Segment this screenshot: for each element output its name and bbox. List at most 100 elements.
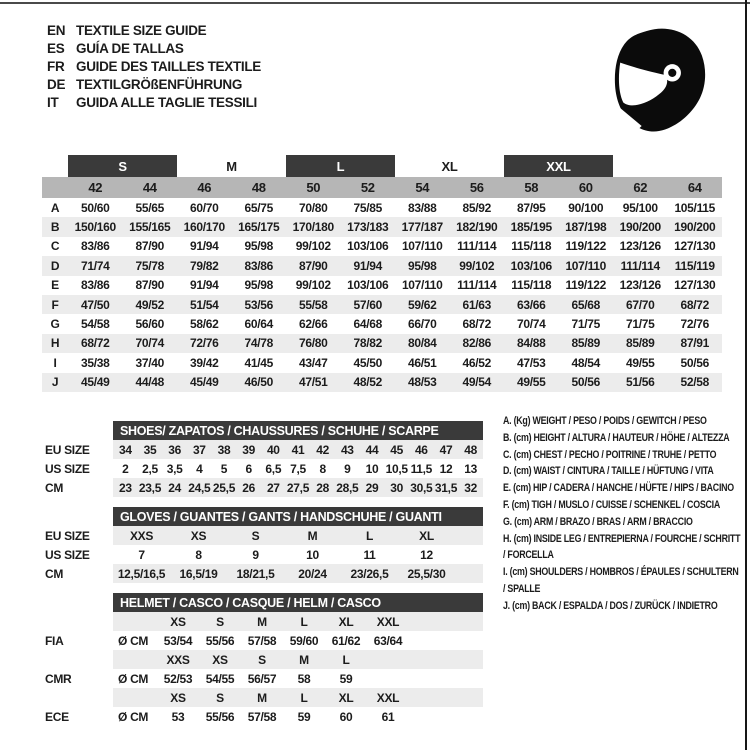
- row-label: CMR: [45, 671, 72, 686]
- diameter-blank-cell: [113, 612, 157, 631]
- value-cell: 91/94: [189, 278, 219, 293]
- measurement-legend: A. (Kg) WEIGHT / PESO / POIDS / GEWITCH …: [503, 413, 742, 615]
- value-cell: 31,5: [433, 478, 459, 497]
- helmet-size-cell: M: [241, 612, 283, 631]
- value-cell: 23/26,5: [341, 564, 398, 583]
- value-cell: 48/53: [407, 375, 437, 390]
- value-cell: 83/88: [407, 200, 437, 215]
- measure-row-e: E 83/86 87/90 91/94 95/98 99/102 103/106 107/11…: [42, 276, 722, 295]
- value-cell: 28,5: [334, 478, 360, 497]
- measure-row-d: D 71/74 75/78 79/82 83/86 87/90 91/94 95/98 99/1…: [42, 256, 722, 276]
- value-cell: 103/106: [510, 258, 553, 273]
- row-label: G: [50, 317, 60, 332]
- value-cell: 53: [171, 709, 185, 724]
- helmet-size-cell: M: [241, 688, 283, 707]
- row-label: EU SIZE: [45, 528, 90, 543]
- language-code: DE: [47, 76, 66, 92]
- row-label: CM: [45, 566, 64, 581]
- helmet-sizes-row-fia: XS S M L XL XXL: [42, 612, 483, 631]
- measure-row-c: C 83/86 87/90 91/94 95/98 99/102 103/106 107/11…: [42, 237, 722, 256]
- row-label: D: [50, 258, 60, 273]
- value-cell: 85/89: [625, 336, 655, 351]
- value-cell: 70/74: [135, 336, 165, 351]
- row-label: FIA: [45, 633, 64, 648]
- helmet-values-row-ece: ECE Ø CM 53 55/56 57/58 59 60 61: [42, 707, 483, 726]
- value-cell: 10: [365, 461, 379, 476]
- value-cell: 25,5: [211, 478, 237, 497]
- value-cell: 30: [384, 478, 409, 497]
- language-code: ES: [47, 40, 65, 56]
- value-cell: 56/60: [135, 317, 165, 332]
- helmet-sizes-row-ece: XS S M L XL XXL: [42, 688, 483, 707]
- legend-item: E. (cm) HIP / CADERA / HANCHE / HÜFTE / …: [503, 482, 734, 495]
- gloves-table-rows: EU SIZE XXS XS S M L XL US SIZE 7 8 9 10 11 12 CM 12,5/…: [42, 526, 483, 583]
- value-cell: 25,5/30: [398, 564, 455, 583]
- legend-item: F. (cm) TIGH / MUSLO / CUISSE / SCHENKEL…: [503, 498, 721, 511]
- value-cell: 123/126: [619, 278, 662, 293]
- diameter-label-cell: Ø CM: [118, 633, 149, 648]
- value-cell: 4: [196, 461, 203, 476]
- row-label: J: [51, 375, 59, 390]
- value-cell: 46/52: [462, 355, 492, 370]
- filler-cell: [455, 564, 483, 583]
- row-label: US SIZE: [45, 547, 90, 562]
- value-cell: 119/122: [565, 239, 607, 254]
- value-cell: 103/106: [347, 278, 389, 293]
- language-row-es: ES GUÍA DE TALLAS: [47, 39, 261, 57]
- value-cell: 23,5: [137, 478, 163, 497]
- value-cell: 54/55: [205, 671, 235, 686]
- value-cell: 64/68: [353, 317, 383, 332]
- value-cell: 54/58: [80, 317, 110, 332]
- size-header-cell: 42: [88, 180, 103, 195]
- language-row-it: IT GUIDA ALLE TAGLIE TESSILI: [47, 93, 261, 111]
- size-group-xxl: XXL: [504, 155, 613, 177]
- value-cell: XL: [398, 526, 455, 545]
- value-cell: 51/56: [625, 375, 655, 390]
- diameter-blank-cell: [113, 688, 157, 707]
- value-cell: 190/200: [619, 220, 662, 235]
- value-cell: 150/160: [74, 220, 117, 235]
- value-cell: 68/72: [80, 336, 110, 351]
- measure-row-h: H 68/72 70/74 72/76 74/78 76/80 78/82 80/84 82/8…: [42, 333, 722, 354]
- size-header-cell: 44: [142, 180, 157, 195]
- value-cell: 75/78: [135, 258, 165, 273]
- language-title-list: EN TEXTILE SIZE GUIDE ES GUÍA DE TALLAS FR GU…: [47, 21, 261, 111]
- value-cell: 45/49: [80, 375, 110, 390]
- value-cell: 45/49: [189, 375, 219, 390]
- value-cell: 59: [297, 709, 311, 724]
- helmet-size-cell: XL: [325, 612, 367, 631]
- value-cell: 127/130: [674, 239, 716, 254]
- value-cell: 49/54: [462, 375, 492, 390]
- value-cell: 45: [384, 440, 409, 459]
- value-cell: 61/63: [462, 297, 492, 312]
- value-cell: 46/51: [407, 355, 437, 370]
- value-cell: 165/175: [238, 220, 280, 235]
- value-cell: L: [341, 526, 398, 545]
- value-cell: 59: [339, 671, 353, 686]
- value-cell: 82/86: [462, 336, 492, 351]
- size-group-s: S: [68, 155, 177, 177]
- value-cell: 83/86: [80, 239, 110, 254]
- value-cell: 36: [162, 440, 187, 459]
- row-label: [42, 688, 113, 707]
- value-cell: 95/98: [244, 239, 274, 254]
- helmet-size-cell: L: [283, 612, 325, 631]
- measure-row-f: F 47/50 49/52 51/54 53/56 55/58 57/60 59/62 61/6…: [42, 294, 722, 315]
- value-cell: 87/95: [516, 200, 546, 215]
- filler-cell: [409, 688, 483, 707]
- value-cell: 45/50: [353, 355, 383, 370]
- value-cell: 87/90: [135, 239, 165, 254]
- value-cell: 11: [363, 547, 376, 562]
- value-cell: 53/56: [244, 297, 274, 312]
- value-cell: 30,5: [408, 478, 434, 497]
- value-cell: 6: [245, 461, 252, 476]
- value-cell: 51/54: [189, 297, 219, 312]
- value-cell: 39: [236, 440, 261, 459]
- value-cell: 26: [236, 478, 261, 497]
- value-cell: 60/70: [189, 200, 219, 215]
- legend-item: D. (cm) WAIST / CINTURA / TAILLE / HÜFTU…: [503, 465, 714, 478]
- size-group-row: S M L XL XXL: [42, 155, 722, 177]
- value-cell: 72/76: [189, 336, 219, 351]
- shoes-table-rows: EU SIZE 34 35 36 37 38 39 40 41 42 43 44 45 46 47 48 US …: [42, 440, 483, 497]
- value-cell: 76/80: [298, 336, 328, 351]
